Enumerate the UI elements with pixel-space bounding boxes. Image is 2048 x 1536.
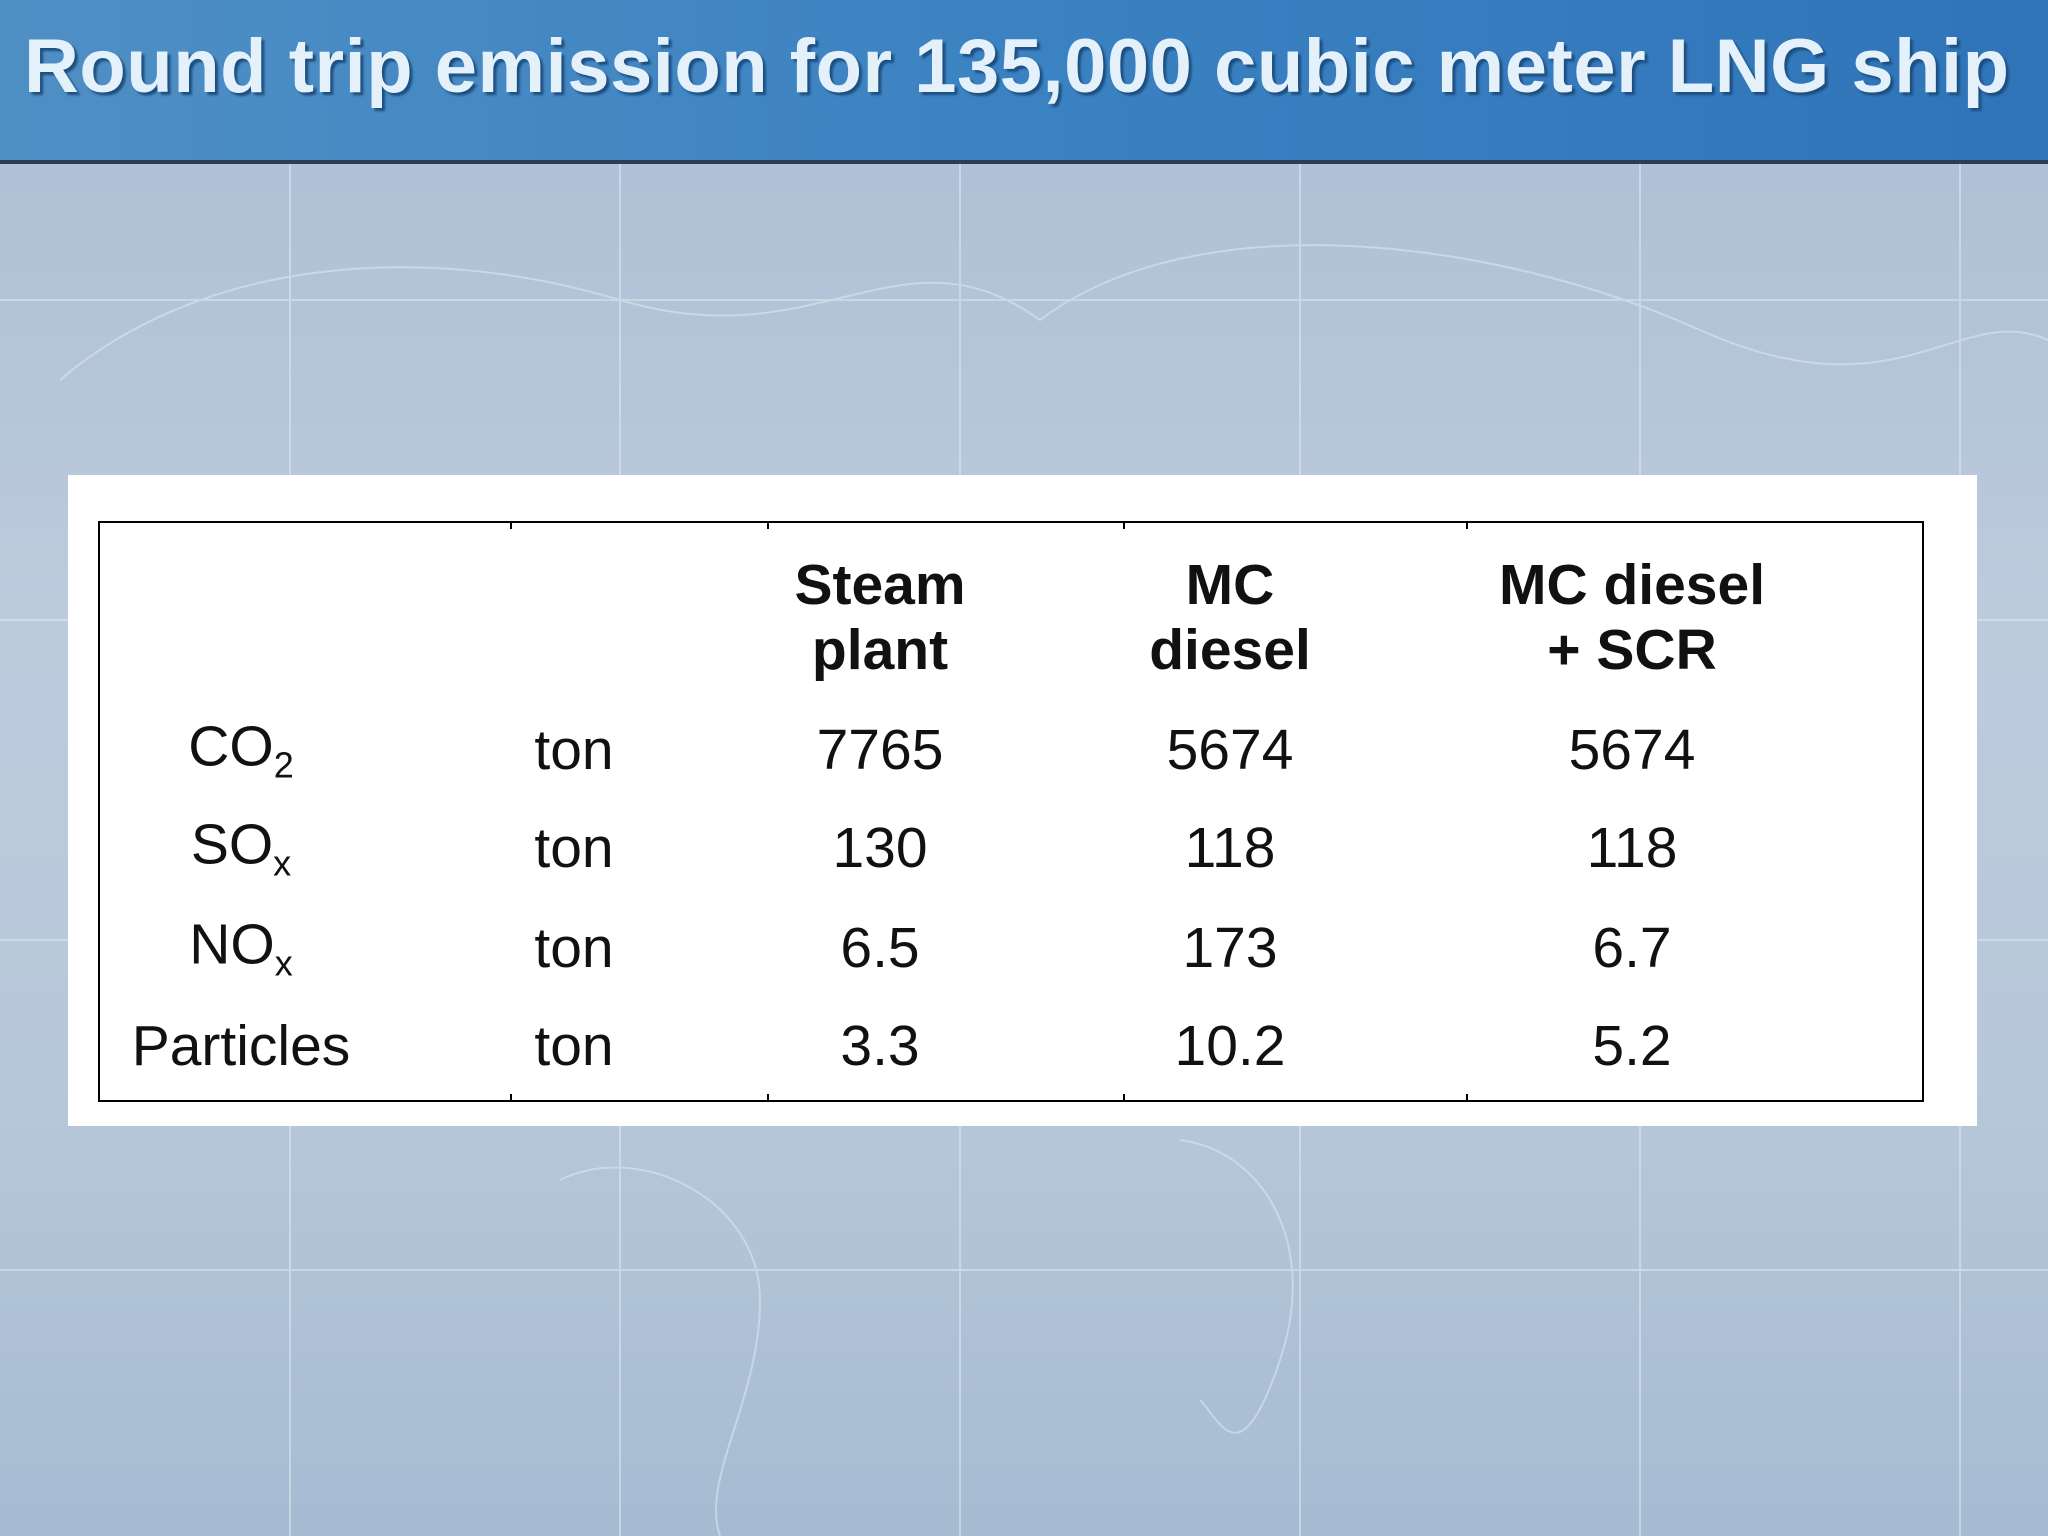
header-line: + SCR bbox=[1547, 618, 1717, 682]
table-panel bbox=[68, 475, 1977, 1126]
row-label: CO2 bbox=[188, 714, 294, 787]
table-cell: 5674 bbox=[1166, 718, 1294, 782]
table-cell: 130 bbox=[832, 816, 928, 880]
table-cell: 5674 bbox=[1568, 718, 1696, 782]
label-base: CO bbox=[188, 714, 274, 779]
column-divider bbox=[767, 523, 769, 529]
label-base: NO bbox=[189, 912, 275, 977]
table-cell: 6.5 bbox=[840, 916, 920, 980]
label-base: SO bbox=[190, 812, 274, 877]
row-label: NOx bbox=[189, 912, 293, 985]
table-cell: ton bbox=[534, 1014, 614, 1078]
column-divider bbox=[767, 1094, 769, 1100]
column-divider bbox=[1123, 523, 1125, 529]
table-cell: 3.3 bbox=[840, 1014, 920, 1078]
table-cell: 6.7 bbox=[1592, 916, 1672, 980]
label-subscript: x bbox=[273, 842, 292, 884]
row-label: SOx bbox=[191, 812, 291, 885]
table-cell: 173 bbox=[1182, 916, 1278, 980]
column-divider bbox=[510, 523, 512, 529]
header-line: Steam bbox=[794, 553, 966, 617]
table-cell: ton bbox=[534, 718, 614, 782]
column-divider bbox=[510, 1094, 512, 1100]
table-cell: ton bbox=[534, 916, 614, 980]
table-cell: 118 bbox=[1586, 816, 1678, 880]
label-subscript: x bbox=[274, 942, 293, 984]
table-cell: 7765 bbox=[816, 718, 944, 782]
table-cell: 10.2 bbox=[1174, 1014, 1286, 1078]
header-line: diesel bbox=[1149, 618, 1311, 682]
header-line: plant bbox=[811, 618, 949, 682]
column-divider bbox=[1123, 1094, 1125, 1100]
column-divider bbox=[1466, 1094, 1468, 1100]
title-bar bbox=[0, 0, 2048, 164]
emission-table: Steam plant MC diesel MC diesel + SCR CO2 ton 77… bbox=[98, 521, 1924, 1102]
header-line: MC bbox=[1185, 553, 1275, 617]
column-header: Steam plant bbox=[794, 553, 965, 683]
column-header: MC diesel bbox=[1149, 553, 1311, 683]
label-subscript: 2 bbox=[273, 744, 294, 786]
slide-title: Round trip emission for 135,000 cubic me… bbox=[24, 24, 2010, 109]
table-cell: 118 bbox=[1184, 816, 1276, 880]
table-cell: ton bbox=[534, 816, 614, 880]
table-cell: 5.2 bbox=[1592, 1014, 1672, 1078]
column-divider bbox=[1466, 523, 1468, 529]
row-label: Particles bbox=[131, 1014, 351, 1078]
column-header: MC diesel + SCR bbox=[1499, 553, 1765, 683]
header-line: MC diesel bbox=[1498, 553, 1766, 617]
